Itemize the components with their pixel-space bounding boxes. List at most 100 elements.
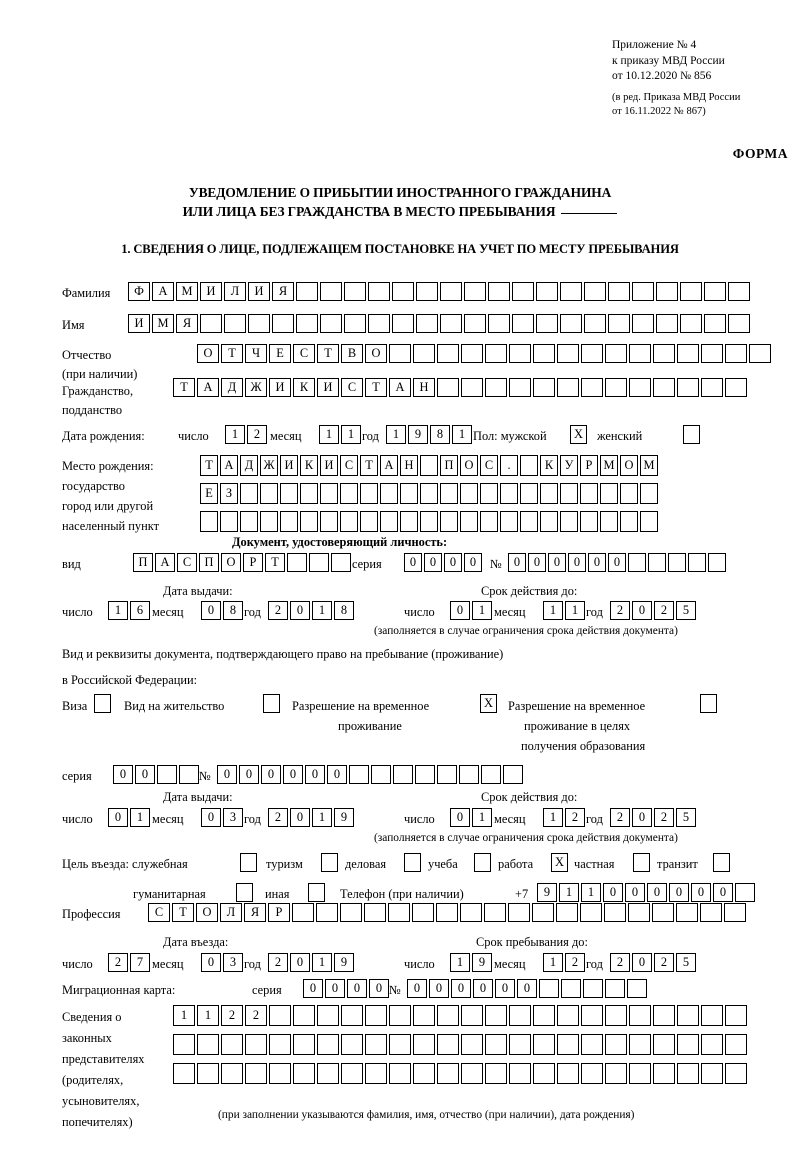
form-cell[interactable] <box>340 511 358 532</box>
form-cell[interactable]: Л <box>224 282 246 301</box>
form-cell[interactable]: 2 <box>610 601 630 620</box>
form-cell[interactable]: Т <box>365 378 387 397</box>
form-cell[interactable] <box>392 314 414 333</box>
form-cell[interactable] <box>668 553 686 572</box>
form-cell[interactable]: С <box>341 378 363 397</box>
form-cell[interactable] <box>680 282 702 301</box>
form-cell[interactable]: И <box>320 455 338 476</box>
form-cell[interactable] <box>725 1005 747 1026</box>
form-cell[interactable]: Я <box>272 282 294 301</box>
form-cell[interactable] <box>701 1005 723 1026</box>
form-cell[interactable]: П <box>440 455 458 476</box>
form-cell[interactable]: 2 <box>610 953 630 972</box>
form-cell[interactable] <box>533 1063 555 1084</box>
form-cell[interactable] <box>461 344 483 363</box>
form-cell[interactable]: 1 <box>452 425 472 444</box>
form-cell[interactable] <box>629 378 651 397</box>
form-cell[interactable] <box>600 511 618 532</box>
form-cell[interactable]: 1 <box>341 425 361 444</box>
form-cell[interactable] <box>413 1034 435 1055</box>
form-cell[interactable]: Е <box>269 344 291 363</box>
form-cell[interactable] <box>368 314 390 333</box>
form-cell[interactable]: С <box>177 553 197 572</box>
form-cell[interactable]: 1 <box>565 601 585 620</box>
form-cell[interactable] <box>389 1063 411 1084</box>
form-cell[interactable] <box>540 511 558 532</box>
form-cell[interactable]: Е <box>200 483 218 504</box>
form-cell[interactable] <box>461 1005 483 1026</box>
form-cell[interactable] <box>293 1005 315 1026</box>
form-cell[interactable] <box>436 903 458 922</box>
form-cell[interactable] <box>557 344 579 363</box>
form-cell[interactable]: 8 <box>430 425 450 444</box>
form-cell[interactable] <box>648 553 666 572</box>
form-cell[interactable]: 9 <box>537 883 557 902</box>
form-cell[interactable]: З <box>220 483 238 504</box>
form-cell[interactable] <box>309 553 329 572</box>
form-cell[interactable]: 0 <box>608 553 626 572</box>
form-cell[interactable] <box>341 1063 363 1084</box>
form-cell[interactable] <box>437 344 459 363</box>
form-cell[interactable] <box>701 378 723 397</box>
form-cell[interactable] <box>728 282 750 301</box>
form-cell[interactable] <box>388 903 410 922</box>
form-cell[interactable]: К <box>300 455 318 476</box>
form-cell[interactable] <box>539 979 559 998</box>
form-cell[interactable] <box>461 378 483 397</box>
form-cell[interactable]: К <box>540 455 558 476</box>
form-cell[interactable]: О <box>365 344 387 363</box>
form-cell[interactable]: 8 <box>223 601 243 620</box>
form-cell[interactable] <box>652 903 674 922</box>
form-cell[interactable]: А <box>380 455 398 476</box>
form-cell[interactable] <box>600 483 618 504</box>
form-cell[interactable] <box>440 282 462 301</box>
form-cell[interactable]: 0 <box>548 553 566 572</box>
form-cell[interactable]: 0 <box>464 553 482 572</box>
form-cell[interactable]: 0 <box>201 601 221 620</box>
form-cell[interactable] <box>560 282 582 301</box>
form-cell[interactable] <box>500 483 518 504</box>
form-cell[interactable]: 0 <box>429 979 449 998</box>
form-cell[interactable] <box>437 1063 459 1084</box>
form-cell[interactable]: 0 <box>327 765 347 784</box>
form-cell[interactable] <box>725 378 747 397</box>
form-cell[interactable] <box>400 511 418 532</box>
form-cell[interactable] <box>536 314 558 333</box>
form-cell[interactable] <box>371 765 391 784</box>
form-cell[interactable] <box>220 511 238 532</box>
temp-residence-checkbox[interactable]: X <box>480 694 497 713</box>
form-cell[interactable] <box>197 1034 219 1055</box>
form-cell[interactable] <box>735 883 755 902</box>
form-cell[interactable] <box>676 903 698 922</box>
form-cell[interactable]: 1 <box>386 425 406 444</box>
form-cell[interactable] <box>341 1005 363 1026</box>
form-cell[interactable] <box>485 1063 507 1084</box>
form-cell[interactable] <box>316 903 338 922</box>
form-cell[interactable] <box>464 314 486 333</box>
form-cell[interactable] <box>605 979 625 998</box>
form-cell[interactable] <box>653 344 675 363</box>
form-cell[interactable] <box>360 511 378 532</box>
form-cell[interactable] <box>460 483 478 504</box>
form-cell[interactable] <box>608 282 630 301</box>
form-cell[interactable]: М <box>600 455 618 476</box>
form-cell[interactable]: А <box>197 378 219 397</box>
form-cell[interactable] <box>300 483 318 504</box>
form-cell[interactable] <box>437 765 457 784</box>
purpose-tourism-checkbox[interactable] <box>321 853 338 872</box>
form-cell[interactable]: 2 <box>221 1005 243 1026</box>
form-cell[interactable] <box>365 1034 387 1055</box>
form-cell[interactable] <box>627 979 647 998</box>
form-cell[interactable] <box>344 314 366 333</box>
form-cell[interactable]: И <box>280 455 298 476</box>
form-cell[interactable] <box>420 483 438 504</box>
